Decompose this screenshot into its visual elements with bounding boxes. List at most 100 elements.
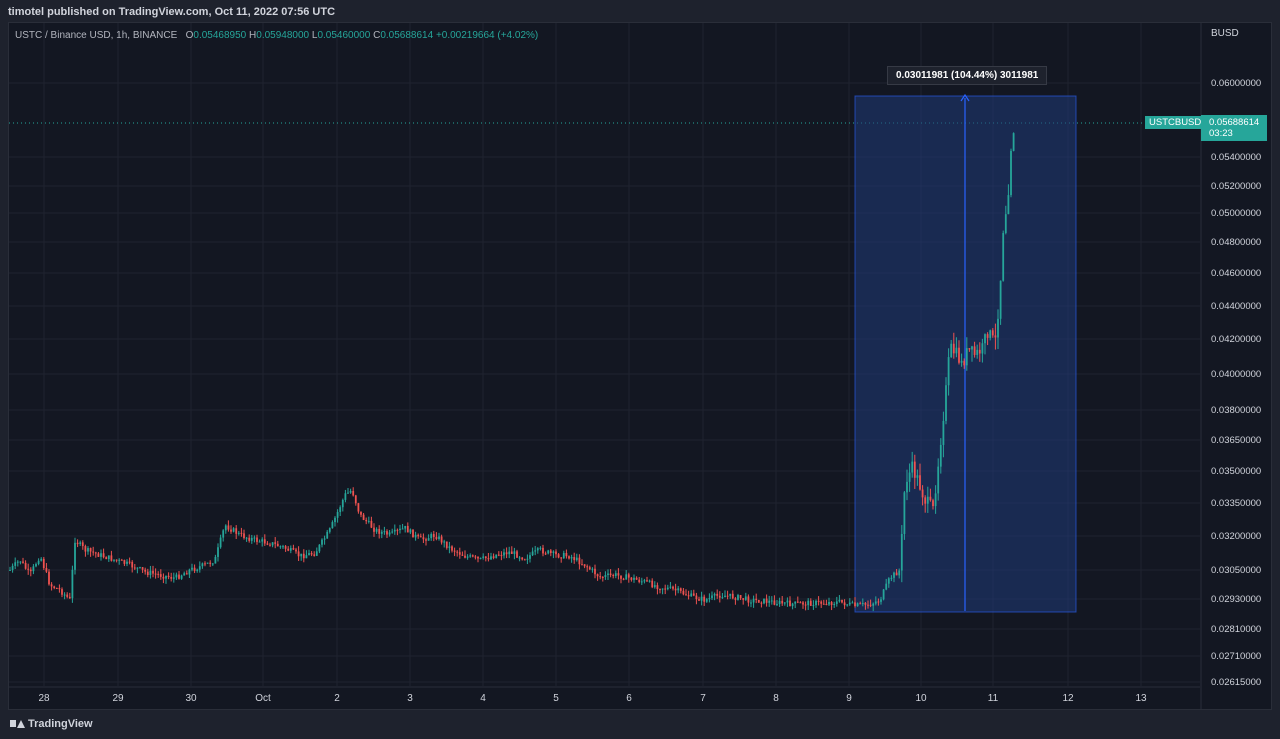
candle bbox=[490, 552, 492, 561]
candle bbox=[71, 565, 74, 603]
candle bbox=[690, 590, 693, 597]
candle-body bbox=[11, 565, 14, 570]
candle-body bbox=[50, 584, 53, 587]
candle-body bbox=[253, 537, 256, 539]
candle bbox=[887, 577, 890, 588]
candle-body bbox=[154, 573, 157, 575]
candle-body bbox=[159, 574, 162, 577]
candle bbox=[178, 571, 180, 580]
candle bbox=[978, 342, 981, 362]
candle-body bbox=[29, 569, 32, 572]
candle bbox=[89, 547, 92, 557]
candle bbox=[451, 545, 453, 553]
candle-body bbox=[87, 548, 89, 552]
date-tick-label: 13 bbox=[1135, 693, 1147, 704]
candle bbox=[547, 549, 550, 555]
candle-body bbox=[586, 566, 589, 568]
candle bbox=[315, 547, 318, 556]
candle-body bbox=[74, 542, 76, 570]
price-tick-label: 0.03650000 bbox=[1211, 435, 1261, 446]
candle bbox=[656, 582, 659, 595]
candle bbox=[583, 564, 586, 569]
candle-body bbox=[406, 525, 409, 533]
candle bbox=[432, 530, 435, 542]
candle-body bbox=[271, 542, 274, 546]
candle bbox=[196, 568, 199, 573]
candle-body bbox=[35, 564, 37, 567]
candle bbox=[48, 569, 50, 586]
candle bbox=[27, 563, 30, 575]
candle-body bbox=[55, 588, 58, 590]
candle-body bbox=[547, 550, 550, 554]
candle-body bbox=[838, 599, 841, 602]
candle-body bbox=[427, 538, 430, 541]
candle bbox=[240, 527, 243, 537]
candle bbox=[880, 596, 882, 605]
candle-body bbox=[617, 573, 620, 576]
candle bbox=[378, 525, 381, 539]
candle-body bbox=[1010, 150, 1012, 196]
candle bbox=[682, 588, 685, 596]
candle bbox=[640, 577, 643, 585]
candle bbox=[674, 583, 677, 596]
candle-body bbox=[679, 588, 682, 591]
candle-body bbox=[893, 572, 895, 578]
candle-body bbox=[638, 579, 641, 583]
candle bbox=[570, 554, 573, 563]
candle bbox=[672, 585, 674, 591]
candle bbox=[752, 595, 755, 608]
candle-body bbox=[243, 533, 245, 539]
candle-body bbox=[643, 580, 646, 582]
candle bbox=[500, 551, 503, 561]
candle-body bbox=[326, 531, 329, 539]
candle bbox=[289, 545, 292, 554]
date-tick-label: 7 bbox=[700, 693, 706, 704]
candle-body bbox=[861, 603, 864, 605]
candle bbox=[53, 585, 56, 590]
candle bbox=[141, 567, 144, 573]
price-tick-label: 0.03200000 bbox=[1211, 531, 1261, 542]
candle-body bbox=[864, 603, 867, 605]
candle bbox=[508, 546, 511, 559]
candle bbox=[900, 525, 903, 583]
candle-body bbox=[942, 420, 945, 445]
candle bbox=[217, 543, 219, 562]
candle bbox=[55, 587, 58, 590]
candle-body bbox=[97, 553, 100, 557]
candle bbox=[783, 602, 786, 606]
candle-body bbox=[791, 603, 794, 607]
date-tick-label: 11 bbox=[988, 693, 999, 704]
candle-body bbox=[375, 528, 378, 532]
tradingview-logo[interactable]: TradingView bbox=[10, 718, 93, 730]
candle-body bbox=[874, 601, 877, 604]
candle bbox=[76, 539, 79, 548]
candle-body bbox=[531, 551, 534, 556]
candle-body bbox=[562, 552, 565, 559]
candle bbox=[170, 572, 173, 582]
candle-body bbox=[1002, 233, 1005, 281]
candle-body bbox=[401, 528, 404, 530]
candle-body bbox=[609, 573, 612, 576]
candle-body bbox=[521, 557, 524, 560]
candle-body bbox=[752, 598, 755, 603]
candle bbox=[32, 564, 35, 575]
candle bbox=[399, 524, 401, 534]
candle bbox=[66, 592, 69, 599]
candle bbox=[63, 592, 66, 600]
candle-body bbox=[120, 559, 123, 561]
candle-body bbox=[997, 318, 999, 338]
candle-body bbox=[955, 347, 958, 354]
candle-body bbox=[453, 550, 456, 552]
candle-body bbox=[939, 444, 942, 467]
candle bbox=[799, 601, 802, 604]
candle bbox=[22, 557, 24, 564]
price-range-measure bbox=[854, 93, 1077, 613]
candle-body bbox=[794, 601, 797, 604]
candle-body bbox=[594, 568, 596, 575]
candle bbox=[885, 578, 888, 591]
publish-header: timotel published on TradingView.com, Oc… bbox=[0, 0, 1280, 22]
candle-body bbox=[776, 604, 778, 606]
candle-body bbox=[924, 497, 927, 504]
candle-body bbox=[443, 541, 446, 543]
